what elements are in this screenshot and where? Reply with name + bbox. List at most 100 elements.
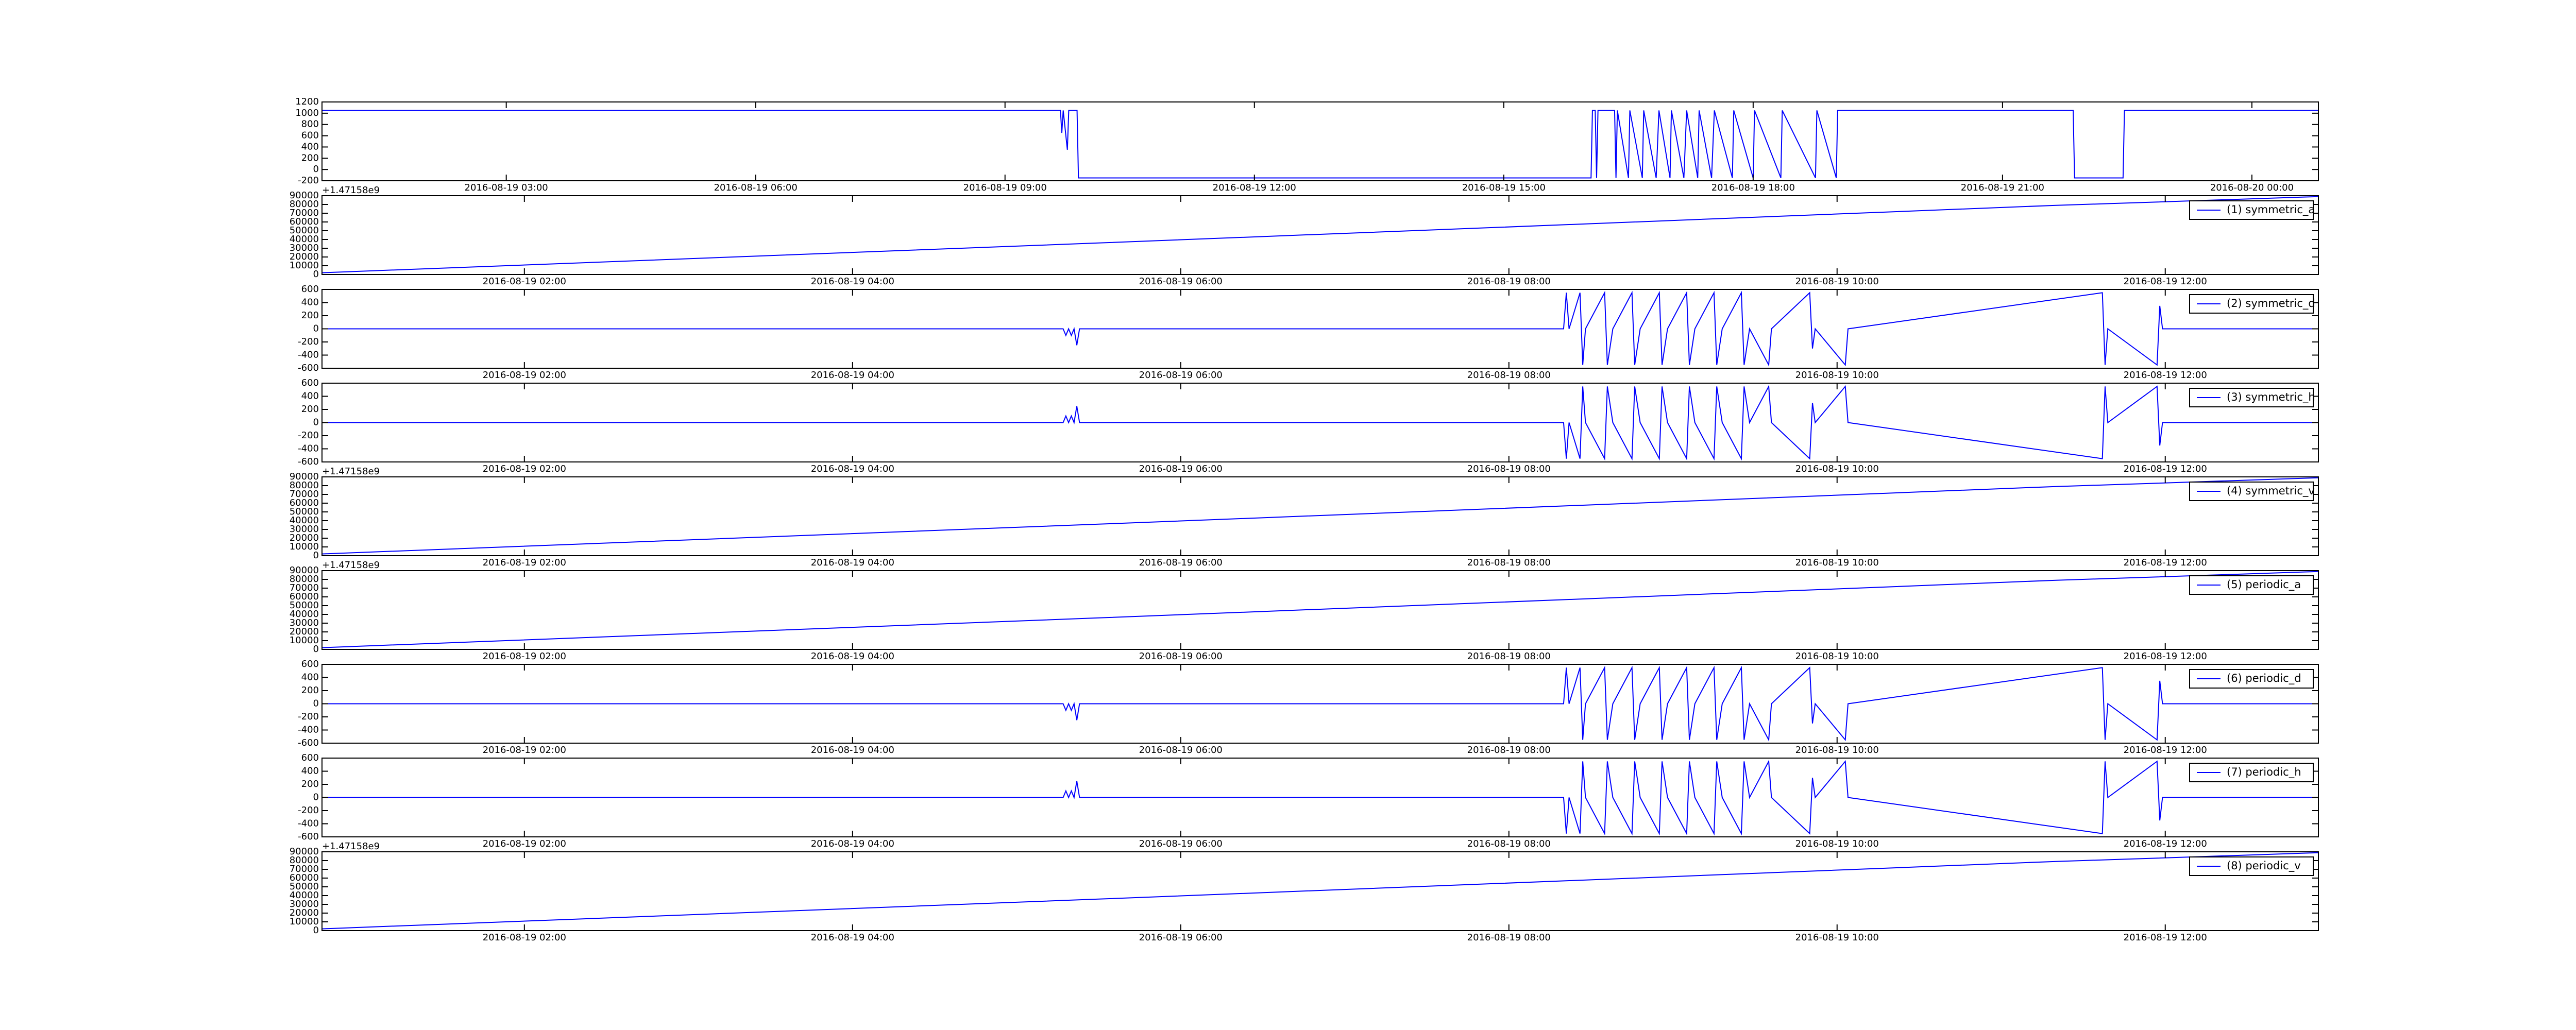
- y-tick-label: 10000: [290, 541, 319, 552]
- y-tick-label: 60000: [290, 216, 319, 227]
- x-tick-label: 2016-08-19 06:00: [714, 182, 798, 193]
- data-line: [322, 665, 2318, 742]
- axes-frame: [321, 851, 2319, 931]
- legend-label: (8) periodic_v: [2227, 860, 2301, 872]
- x-tick-label: 2016-08-19 04:00: [811, 276, 894, 287]
- x-tick-label: 2016-08-19 04:00: [811, 838, 894, 849]
- y-tick-label: 40000: [290, 515, 319, 526]
- y-tick-label: 20000: [290, 533, 319, 543]
- x-tick-label: 2016-08-19 10:00: [1795, 651, 1879, 662]
- y-tick-label: 400: [301, 297, 319, 308]
- x-tick-label: 2016-08-19 12:00: [2124, 838, 2207, 849]
- axes-frame: [321, 664, 2319, 744]
- y-tick-label: 600: [301, 130, 319, 141]
- y-tick-label: 20000: [290, 251, 319, 262]
- y-tick-label: 200: [301, 779, 319, 789]
- x-tick-label: 2016-08-19 02:00: [483, 932, 566, 943]
- y-tick-label: 0: [313, 323, 319, 334]
- x-tick-label: 2016-08-19 06:00: [1139, 464, 1223, 474]
- y-tick-label: -200: [298, 805, 319, 816]
- y-tick-label: 90000: [290, 565, 319, 576]
- axes-frame: [321, 383, 2319, 462]
- x-tick-label: 2016-08-19 12:00: [1213, 182, 1296, 193]
- y-tick-label: 30000: [290, 899, 319, 909]
- offset-text: +1.47158e9: [322, 560, 380, 571]
- y-tick-label: 0: [313, 925, 319, 936]
- x-tick-label: 2016-08-19 04:00: [811, 464, 894, 474]
- plot-area: [322, 196, 2318, 274]
- y-tick-label: 200: [301, 310, 319, 321]
- x-tick-label: 2016-08-19 02:00: [483, 557, 566, 568]
- axes-frame: [321, 101, 2319, 181]
- offset-text: +1.47158e9: [322, 841, 380, 852]
- legend-label: (5) periodic_a: [2227, 578, 2301, 591]
- data-line: [322, 852, 2318, 930]
- y-tick-label: 1200: [295, 96, 319, 107]
- plot-area: [322, 571, 2318, 649]
- y-tick-label: 0: [313, 792, 319, 803]
- x-tick-label: 2016-08-19 10:00: [1795, 276, 1879, 287]
- x-tick-label: 2016-08-19 12:00: [2124, 651, 2207, 662]
- y-tick-label: -400: [298, 443, 319, 454]
- x-tick-label: 2016-08-19 12:00: [2124, 745, 2207, 756]
- x-tick-label: 2016-08-19 10:00: [1795, 464, 1879, 474]
- y-tick-label: -400: [298, 350, 319, 360]
- y-tick-label: -600: [298, 737, 319, 748]
- x-tick-label: 2016-08-19 21:00: [1961, 182, 2044, 193]
- x-tick-label: 2016-08-19 18:00: [1711, 182, 1795, 193]
- x-tick-label: 2016-08-19 04:00: [811, 745, 894, 756]
- x-tick-label: 2016-08-19 12:00: [2124, 370, 2207, 381]
- y-tick-label: 30000: [290, 617, 319, 628]
- y-tick-label: 800: [301, 119, 319, 130]
- y-tick-label: -600: [298, 456, 319, 467]
- x-tick-label: 2016-08-19 08:00: [1467, 464, 1551, 474]
- x-tick-label: 2016-08-19 10:00: [1795, 838, 1879, 849]
- x-tick-label: 2016-08-19 04:00: [811, 370, 894, 381]
- y-tick-label: 0: [313, 698, 319, 709]
- y-tick-label: 40000: [290, 234, 319, 245]
- x-tick-label: 2016-08-20 00:00: [2210, 182, 2294, 193]
- data-line: [322, 571, 2318, 648]
- y-tick-label: -600: [298, 363, 319, 373]
- y-tick-label: 70000: [290, 208, 319, 218]
- x-tick-label: 2016-08-19 10:00: [1795, 370, 1879, 381]
- y-tick-label: 200: [301, 685, 319, 696]
- y-tick-label: 30000: [290, 524, 319, 535]
- y-tick-label: 60000: [290, 591, 319, 602]
- y-tick-label: 600: [301, 752, 319, 763]
- y-tick-label: 50000: [290, 881, 319, 892]
- x-tick-label: 2016-08-19 08:00: [1467, 370, 1551, 381]
- y-tick-label: 600: [301, 377, 319, 388]
- y-tick-label: -200: [298, 336, 319, 347]
- y-tick-label: 60000: [290, 872, 319, 883]
- y-tick-label: 60000: [290, 497, 319, 508]
- y-tick-label: 50000: [290, 600, 319, 611]
- x-tick-label: 2016-08-19 06:00: [1139, 276, 1223, 287]
- y-tick-label: -400: [298, 725, 319, 735]
- y-tick-label: 200: [301, 404, 319, 415]
- y-tick-label: 80000: [290, 480, 319, 491]
- x-tick-label: 2016-08-19 02:00: [483, 651, 566, 662]
- x-tick-label: 2016-08-19 09:00: [963, 182, 1047, 193]
- x-tick-label: 2016-08-19 02:00: [483, 745, 566, 756]
- data-line: [322, 110, 2318, 179]
- x-tick-label: 2016-08-19 08:00: [1467, 557, 1551, 568]
- legend-label: (1) symmetric_a: [2227, 203, 2315, 216]
- x-tick-label: 2016-08-19 06:00: [1139, 838, 1223, 849]
- y-tick-label: 10000: [290, 635, 319, 646]
- legend-box: [2189, 482, 2314, 501]
- y-tick-label: 40000: [290, 609, 319, 620]
- y-tick-label: 30000: [290, 243, 319, 253]
- data-line: [322, 290, 2318, 367]
- x-tick-label: 2016-08-19 12:00: [2124, 557, 2207, 568]
- legend-box: [2189, 763, 2314, 782]
- y-tick-label: -200: [298, 711, 319, 722]
- axes-frame: [321, 289, 2319, 369]
- x-tick-label: 2016-08-19 08:00: [1467, 276, 1551, 287]
- y-tick-label: 20000: [290, 626, 319, 637]
- offset-text: +1.47158e9: [322, 185, 380, 196]
- x-tick-label: 2016-08-19 03:00: [465, 182, 548, 193]
- y-tick-label: 10000: [290, 260, 319, 271]
- plot-area: [322, 102, 2318, 181]
